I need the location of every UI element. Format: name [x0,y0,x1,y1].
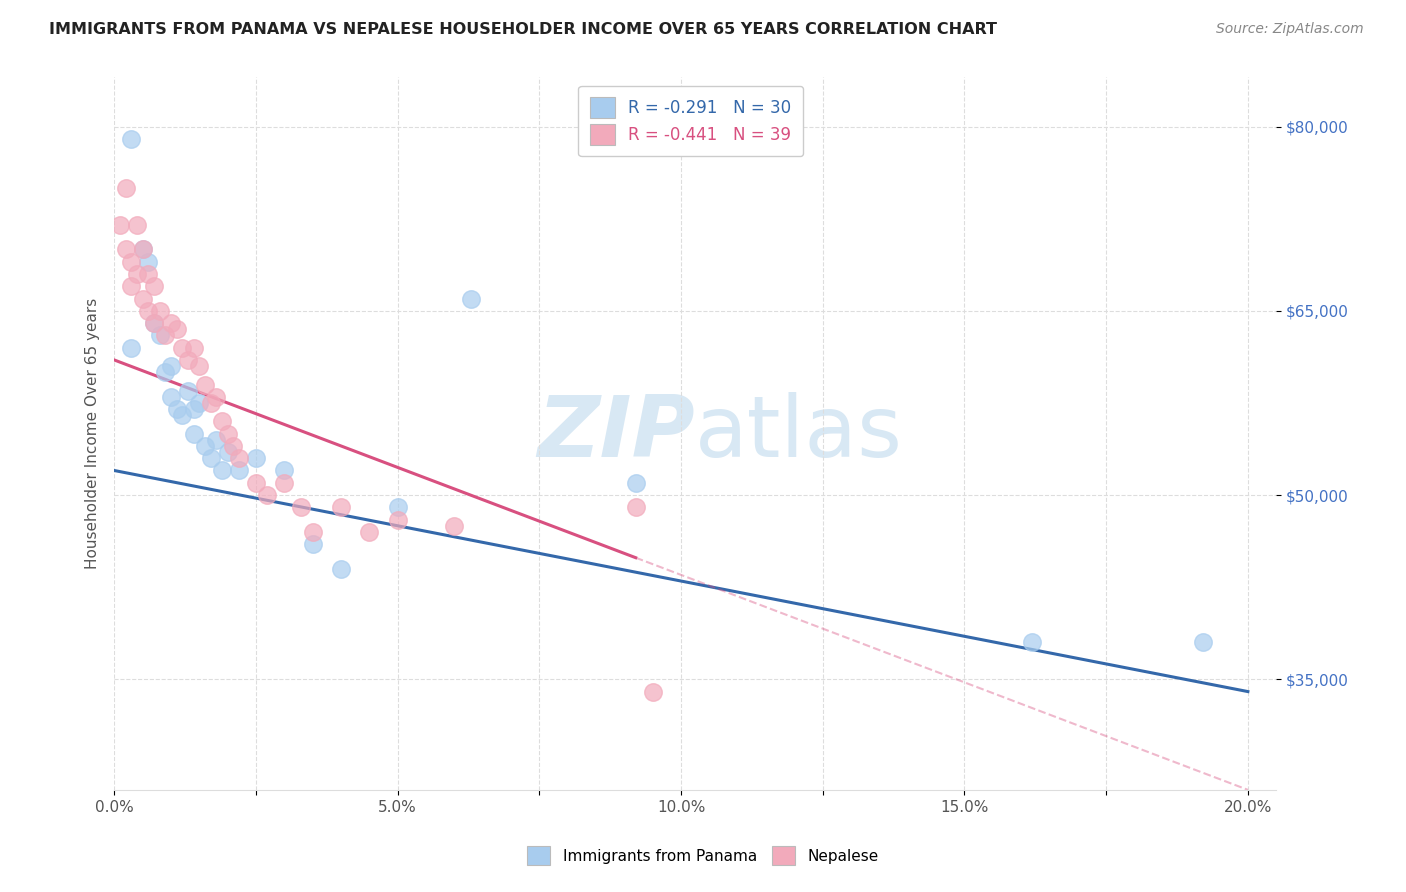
Point [211,414,233,428]
Point [183,341,205,355]
Point [131,292,153,306]
Point [443,518,465,533]
Point [125,267,148,281]
Point [166,322,188,336]
Point [624,475,647,490]
Point [125,218,148,232]
Point [148,328,170,343]
Point [222,439,245,453]
Point [1021,635,1043,649]
Point [131,243,153,257]
Point [120,279,142,293]
Point [172,408,194,422]
Y-axis label: Householder Income Over 65 years: Householder Income Over 65 years [86,298,100,569]
Point [200,396,222,410]
Point [387,513,409,527]
Point [160,359,183,373]
Point [183,426,205,441]
Point [194,377,217,392]
Point [624,500,647,515]
Point [256,488,278,502]
Point [359,524,381,539]
Text: atlas: atlas [695,392,903,475]
Point [460,292,482,306]
Point [217,426,239,441]
Point [177,384,200,398]
Point [136,303,159,318]
Point [273,463,295,477]
Point [194,439,217,453]
Point [217,445,239,459]
Point [211,463,233,477]
Point [120,341,142,355]
Point [273,475,295,490]
Legend: Immigrants from Panama, Nepalese: Immigrants from Panama, Nepalese [522,840,884,871]
Point [245,475,267,490]
Point [188,396,211,410]
Point [200,451,222,466]
Point [1191,635,1213,649]
Point [108,218,131,232]
Point [148,303,170,318]
Point [188,359,211,373]
Point [166,402,188,417]
Point [205,433,228,447]
Point [114,181,136,195]
Point [155,328,177,343]
Text: ZIP: ZIP [537,392,695,475]
Legend: R = -0.291   N = 30, R = -0.441   N = 39: R = -0.291 N = 30, R = -0.441 N = 39 [578,86,803,156]
Point [172,341,194,355]
Point [160,316,183,330]
Text: IMMIGRANTS FROM PANAMA VS NEPALESE HOUSEHOLDER INCOME OVER 65 YEARS CORRELATION : IMMIGRANTS FROM PANAMA VS NEPALESE HOUSE… [49,22,997,37]
Point [205,390,228,404]
Point [301,537,323,551]
Point [245,451,267,466]
Text: Source: ZipAtlas.com: Source: ZipAtlas.com [1216,22,1364,37]
Point [131,243,153,257]
Point [290,500,312,515]
Point [136,267,159,281]
Point [120,254,142,268]
Point [120,132,142,146]
Point [136,254,159,268]
Point [228,463,250,477]
Point [301,524,323,539]
Point [142,279,165,293]
Point [142,316,165,330]
Point [641,684,664,698]
Point [114,243,136,257]
Point [387,500,409,515]
Point [142,316,165,330]
Point [160,390,183,404]
Point [183,402,205,417]
Point [177,353,200,368]
Point [155,365,177,379]
Point [329,500,352,515]
Point [228,451,250,466]
Point [329,562,352,576]
